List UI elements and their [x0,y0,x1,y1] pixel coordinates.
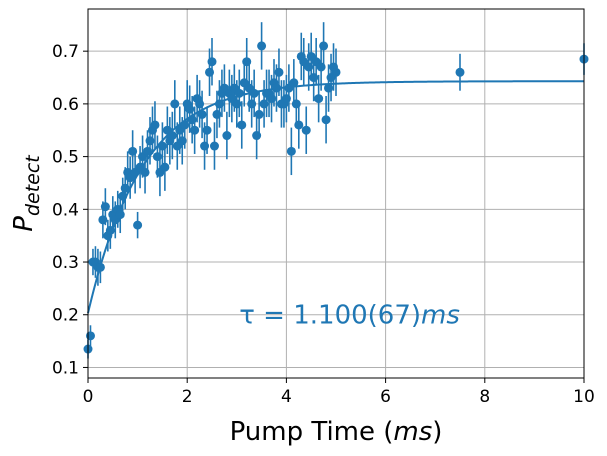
data-point [120,183,130,193]
data-point [143,146,153,156]
data-point [95,262,105,272]
x-axis-title-main: Pump Time ( [230,417,394,447]
x-axis-title-unit: ms [393,417,432,447]
data-point [209,141,219,151]
data-point [331,67,341,77]
fit-line [87,80,585,314]
y-tick-label: 0.7 [52,42,79,62]
data-point [249,88,259,98]
data-point [98,215,108,225]
data-point [160,162,170,172]
data-point [455,67,465,77]
y-axis-title-sub: detect [22,154,44,216]
data-point [271,83,281,93]
data-point [257,41,267,51]
data-point [294,120,304,130]
data-point [170,99,180,109]
data-point [237,120,247,130]
fit-layer [87,80,585,314]
y-tick-label: 0.6 [52,95,79,115]
data-point [321,115,331,125]
data-point [222,131,232,141]
data-point [304,62,314,72]
data-point [259,99,269,109]
x-tick-label: 8 [479,387,490,407]
data-point [232,99,242,109]
x-tick-label: 0 [83,387,94,407]
data-point [212,109,222,119]
tau-annotation-prefix: τ = 1.100(67) [239,301,421,331]
data-point [140,167,150,177]
data-point [254,109,264,119]
data-point [205,67,215,77]
data-point [309,73,319,83]
data-point [202,125,212,135]
data-point [247,99,257,109]
data-point [319,41,329,51]
tau-annotation: τ = 1.100(67)ms [239,301,460,331]
data-point [157,141,167,151]
data-point [133,220,143,230]
data-point [252,131,262,141]
data-point [115,210,125,220]
data-point [105,225,115,235]
data-point [167,131,177,141]
data-point [274,67,284,77]
data-point [316,62,326,72]
x-tick-label: 4 [281,387,292,407]
data-point [234,88,244,98]
data-point [314,94,324,104]
data-point [180,120,190,130]
data-point [152,152,162,162]
data-point [150,120,160,130]
y-axis-title: Pdetect [9,154,44,232]
data-point [281,94,291,104]
data-point [185,104,195,114]
data-point [128,146,138,156]
data-point [85,331,95,341]
x-tick-label: 10 [573,387,595,407]
data-point [100,202,110,212]
plot-frame [87,8,585,379]
x-axis-title-end: ) [432,417,442,447]
y-tick-label: 0.4 [52,200,79,220]
data-point [301,125,311,135]
data-point [195,99,205,109]
data-point [214,99,224,109]
data-point [289,78,299,88]
tau-annotation-unit: ms [421,301,460,331]
y-axis-title-main: P [9,216,39,232]
data-point [145,136,155,146]
data-point [324,83,334,93]
data-point [197,109,207,119]
y-tick-label: 0.5 [52,148,79,168]
data-point [286,146,296,156]
x-tick-label: 6 [380,387,391,407]
data-point [242,57,252,67]
data-point [190,125,200,135]
x-axis-title: Pump Time (ms) [230,417,443,447]
data-point [187,115,197,125]
data-point [207,57,217,67]
y-tick-label: 0.2 [52,306,79,326]
data-point [267,94,277,104]
data-point [291,99,301,109]
data-points [83,41,589,354]
data-point [177,136,187,146]
data-point [118,191,128,201]
y-tick-label: 0.3 [52,253,79,273]
data-point [200,141,210,151]
ticks: 0 2 4 6 8 10 0.1 0.2 0.3 0.4 0.5 0.6 0.7 [52,42,595,407]
x-tick-label: 2 [182,387,193,407]
y-tick-label: 0.1 [52,358,79,378]
